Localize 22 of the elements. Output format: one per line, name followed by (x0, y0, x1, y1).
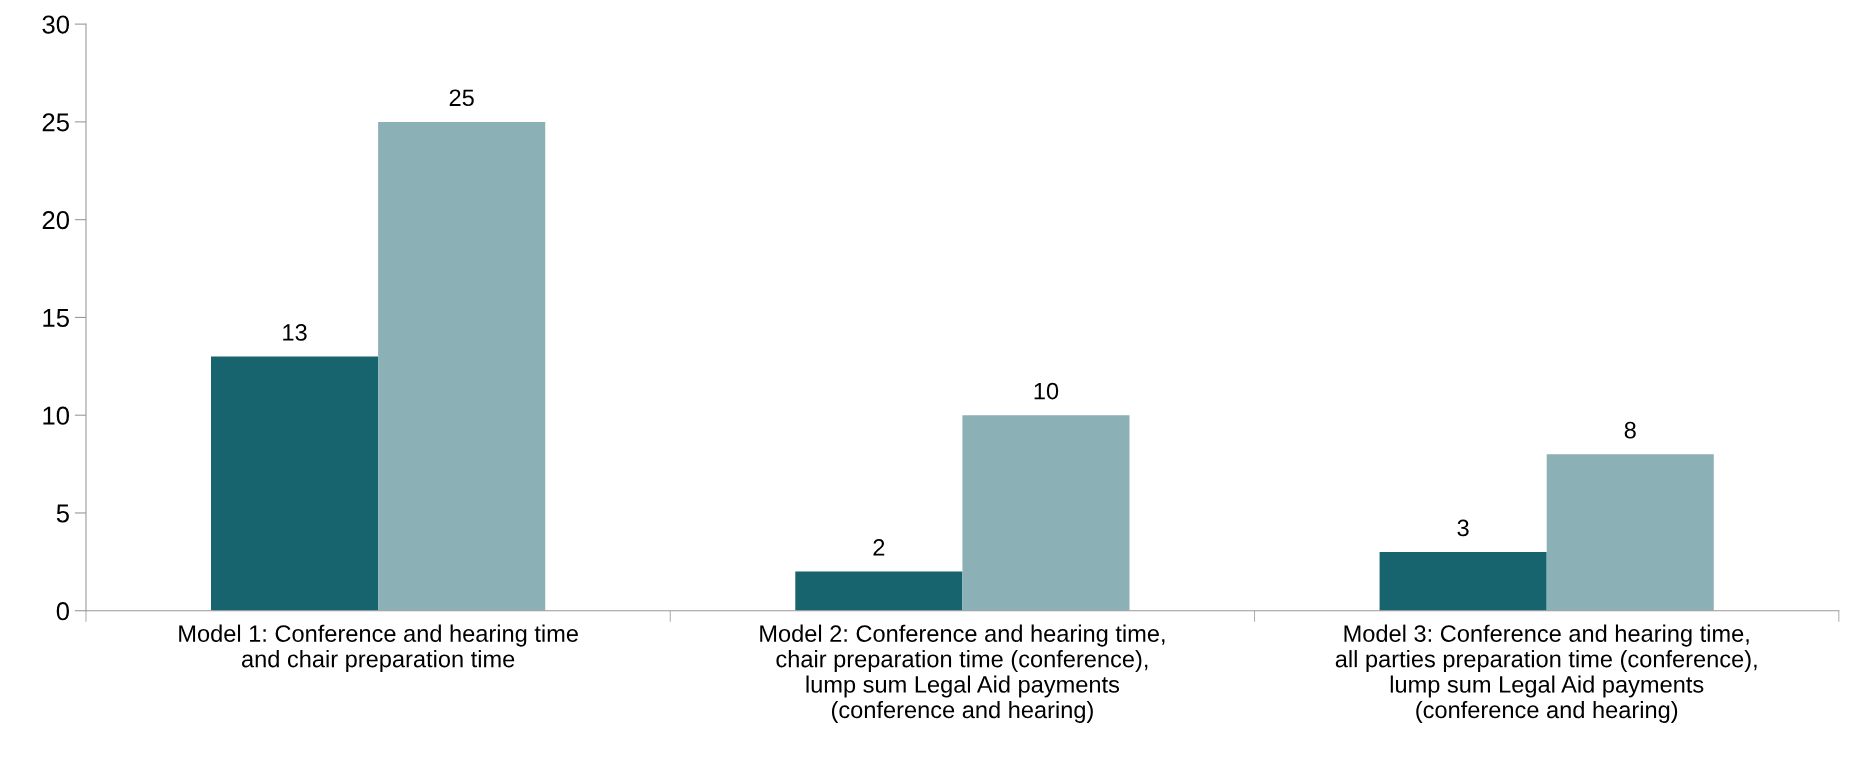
y-tick-label: 20 (42, 211, 69, 230)
y-tick-label: 5 (56, 504, 69, 523)
y-tick-label: 15 (43, 309, 69, 327)
y-tick-label: 0 (56, 602, 69, 621)
bar (1379, 552, 1547, 611)
x-tick-label: Model 3: Conference and hearing time, all parties preparation time (conference), lump sum Legal Aid payments (conference and hearing) (1335, 624, 1757, 723)
data-label: 25 (449, 89, 474, 107)
data-label: 8 (1624, 421, 1636, 439)
y-tick-label: 10 (43, 406, 69, 425)
bar (962, 415, 1130, 611)
bar (211, 356, 379, 611)
y-tick-label: 25 (42, 113, 69, 132)
bar (1546, 454, 1714, 611)
data-label: 2 (873, 539, 885, 556)
data-label: 10 (1034, 382, 1059, 400)
y-tick-label: 30 (42, 15, 69, 34)
data-label: 3 (1457, 519, 1469, 537)
x-tick-label: Model 1: Conference and hearing time and chair preparation time (179, 624, 578, 673)
x-tick-label: Model 2: Conference and hearing time, chair preparation time (conference), lump sum Legal Aid payments (conference and hearing) (760, 624, 1165, 723)
bar (795, 571, 963, 611)
bar (378, 121, 546, 611)
data-label: 13 (283, 324, 307, 341)
